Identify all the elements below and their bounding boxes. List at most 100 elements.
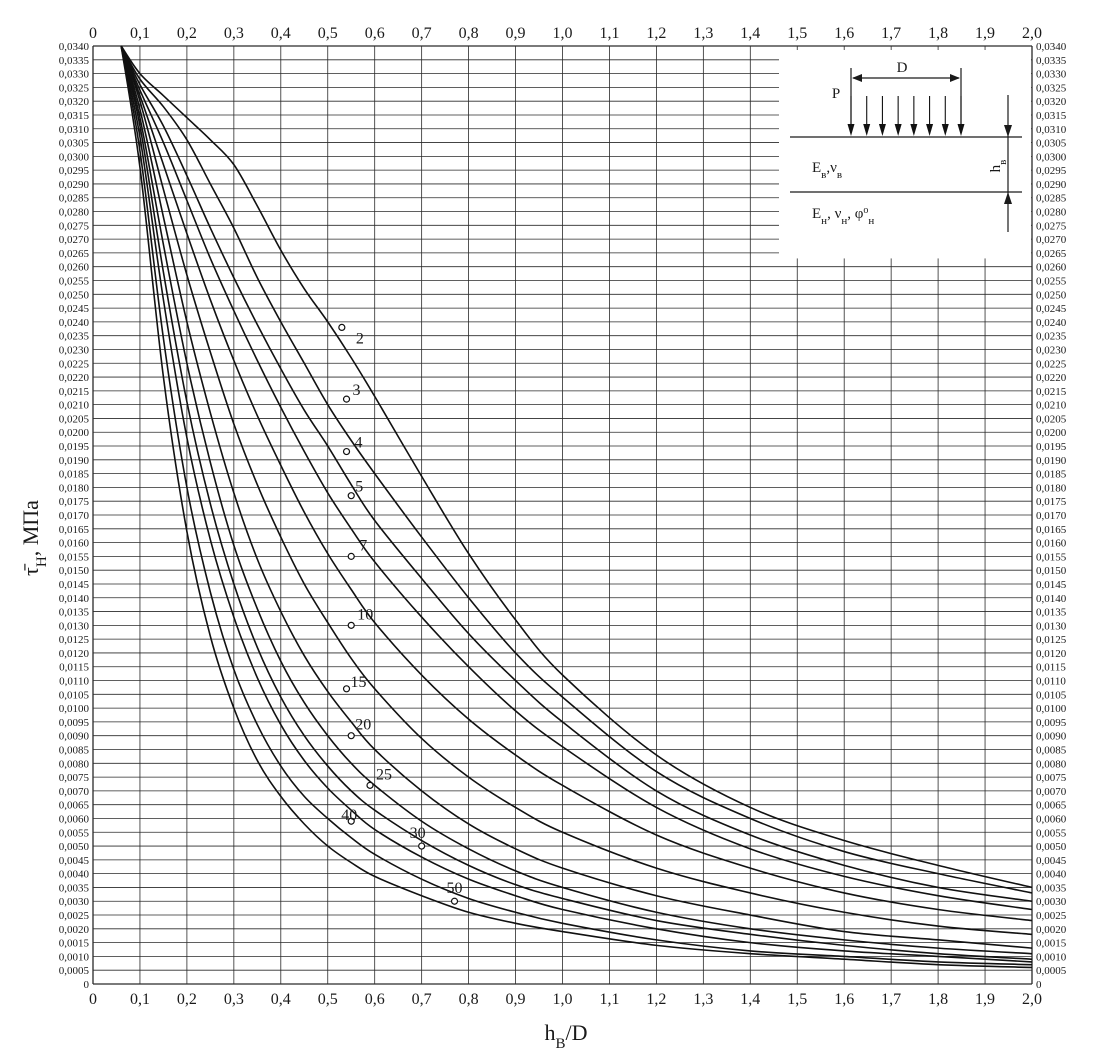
y-tick-label-right: 0,0250 <box>1036 289 1067 301</box>
y-tick-label-right: 0,0245 <box>1036 303 1067 315</box>
y-tick-label-right: 0,0100 <box>1036 703 1067 715</box>
y-tick-label-left: 0,0075 <box>59 772 90 784</box>
distributed-load-arrows <box>847 96 965 136</box>
x-tick-label-top: 0,1 <box>130 25 150 42</box>
y-tick-label-left: 0,0260 <box>59 262 90 274</box>
x-tick-label-top: 0,6 <box>365 25 385 42</box>
y-tick-label-left: 0,0315 <box>59 110 90 122</box>
y-tick-label-left: 0,0280 <box>59 207 90 219</box>
y-tick-label-right: 0,0050 <box>1036 841 1067 853</box>
y-tick-label-left: 0,0015 <box>59 938 90 950</box>
y-tick-label-left: 0,0050 <box>59 841 90 853</box>
y-tick-label-right: 0,0320 <box>1036 96 1067 108</box>
curves: 2 3 4 5 7 10 15 20 25 30 40 50 <box>120 45 1033 969</box>
y-tick-label-right: 0,0205 <box>1036 413 1067 425</box>
x-tick-label-bottom: 0 <box>89 991 97 1008</box>
y-tick-label-right: 0,0130 <box>1036 620 1067 632</box>
curve-marker-25 <box>366 781 374 789</box>
curve-7 <box>120 45 1033 922</box>
y-tick-label-left: 0,0105 <box>59 689 90 701</box>
y-tick-label-right: 0,0260 <box>1036 262 1067 274</box>
load-arrow-head-icon <box>941 124 949 136</box>
curve-label-25: 25 <box>376 766 392 783</box>
y-tick-label-right: 0,0155 <box>1036 551 1067 563</box>
y-tick-label-right: 0,0295 <box>1036 165 1067 177</box>
y-tick-label-right: 0,0005 <box>1036 965 1067 977</box>
x-tick-label-top: 1,7 <box>881 25 901 42</box>
x-tick-label-top: 0,2 <box>177 25 197 42</box>
y-tick-label-right: 0,0170 <box>1036 510 1067 522</box>
y-tick-label-left: 0,0290 <box>59 179 90 191</box>
y-tick-label-left: 0,0200 <box>59 427 90 439</box>
y-tick-label-left: 0,0230 <box>59 344 90 356</box>
y-tick-label-right: 0,0095 <box>1036 717 1067 729</box>
y-tick-label-right: 0,0255 <box>1036 276 1067 288</box>
y-tick-label-right: 0,0070 <box>1036 786 1067 798</box>
x-axis-title: hВ/D <box>544 1020 587 1052</box>
curve-2 <box>120 45 1033 889</box>
curve-label-40: 40 <box>341 807 357 824</box>
y-tick-label-right: 0 <box>1036 979 1042 991</box>
y-tick-label-right: 0,0270 <box>1036 234 1067 246</box>
y-tick-label-right: 0,0030 <box>1036 896 1067 908</box>
lower-layer-label: Eн, νн, φон <box>812 205 874 228</box>
y-tick-label-left: 0,0255 <box>59 276 90 288</box>
y-tick-label-left: 0,0275 <box>59 220 90 232</box>
y-tick-label-right: 0,0310 <box>1036 124 1067 136</box>
y-tick-label-left: 0,0190 <box>59 455 90 467</box>
y-tick-label-right: 0,0040 <box>1036 869 1067 881</box>
x-tick-label-bottom: 0,1 <box>130 991 150 1008</box>
y-tick-label-right: 0,0055 <box>1036 827 1067 839</box>
y-tick-label-right: 0,0075 <box>1036 772 1067 784</box>
y-tick-label-right: 0,0230 <box>1036 344 1067 356</box>
y-tick-label-left: 0,0215 <box>59 386 90 398</box>
curve-label-20: 20 <box>355 717 371 734</box>
y-tick-label-right: 0,0010 <box>1036 951 1067 963</box>
x-tick-label-bottom: 1,8 <box>928 991 948 1008</box>
load-arrow-head-icon <box>926 124 934 136</box>
y-tick-label-right: 0,0235 <box>1036 331 1067 343</box>
x-tick-label-bottom: 0,5 <box>318 991 338 1008</box>
y-tick-label-right: 0,0305 <box>1036 138 1067 150</box>
y-tick-label-left: 0,0185 <box>59 469 90 481</box>
x-tick-label-bottom: 1,7 <box>881 991 901 1008</box>
y-tick-label-right: 0,0325 <box>1036 82 1067 94</box>
y-tick-label-left: 0,0270 <box>59 234 90 246</box>
y-tick-label-left: 0,0020 <box>59 924 90 936</box>
curve-10 <box>120 45 1033 936</box>
y-tick-label-right: 0,0160 <box>1036 538 1067 550</box>
x-tick-label-bottom: 0,3 <box>224 991 244 1008</box>
x-tick-label-top: 0,8 <box>459 25 479 42</box>
curve-25 <box>120 45 1033 960</box>
curve-15 <box>120 45 1033 949</box>
y-tick-label-right: 0,0275 <box>1036 220 1067 232</box>
ticks: 000,10,10,20,20,30,30,40,40,50,50,60,60,… <box>59 25 1067 1008</box>
x-tick-label-bottom: 0,8 <box>459 991 479 1008</box>
load-pressure-label: P <box>832 86 840 102</box>
y-tick-label-left: 0,0090 <box>59 731 90 743</box>
x-tick-label-top: 1,6 <box>834 25 854 42</box>
y-tick-label-right: 0,0285 <box>1036 193 1067 205</box>
y-tick-label-right: 0,0105 <box>1036 689 1067 701</box>
y-tick-label-left: 0,0175 <box>59 496 90 508</box>
thickness-arrow-down-icon <box>1004 125 1012 137</box>
y-axis-title: τ̄Н, МПа <box>18 500 50 576</box>
curve-20 <box>120 45 1033 955</box>
curve-marker-5 <box>347 492 355 500</box>
curve-marker-2 <box>338 323 346 331</box>
y-tick-label-left: 0,0240 <box>59 317 90 329</box>
x-tick-label-bottom: 0,7 <box>412 991 432 1008</box>
curve-label-2: 2 <box>356 330 364 347</box>
x-tick-label-top: 1,9 <box>975 25 995 42</box>
load-arrow-head-icon <box>863 124 871 136</box>
curve-label-30: 30 <box>410 825 426 842</box>
y-tick-label-left: 0,0095 <box>59 717 90 729</box>
y-tick-label-right: 0,0225 <box>1036 358 1067 370</box>
curve-5 <box>120 45 1033 911</box>
curve-marker-4 <box>342 447 351 456</box>
y-tick-label-left: 0,0295 <box>59 165 90 177</box>
y-tick-label-left: 0,0055 <box>59 827 90 839</box>
curve-label-15: 15 <box>351 674 367 691</box>
y-tick-label-left: 0,0310 <box>59 124 90 136</box>
y-tick-label-right: 0,0025 <box>1036 910 1067 922</box>
